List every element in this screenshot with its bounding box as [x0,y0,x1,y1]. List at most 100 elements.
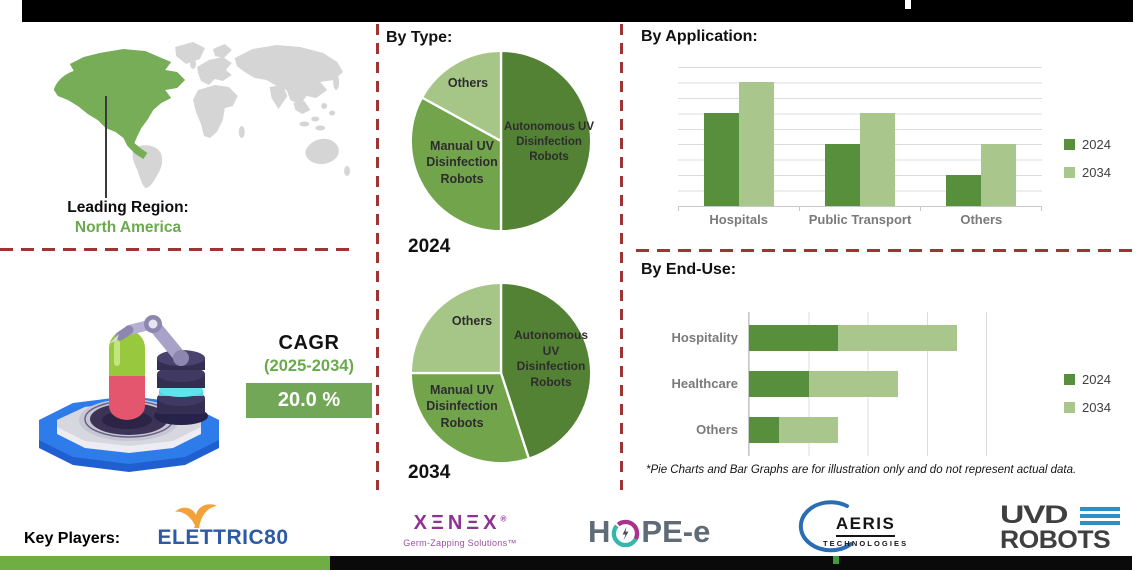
pie-slice [420,49,503,143]
uvd-robots-wordmark: ROBOTS [1000,526,1111,554]
legend-label: 2024 [1082,137,1111,152]
legend-label: 2024 [1082,372,1111,387]
legend-item: 2034 [1064,165,1111,180]
legend-label: 2034 [1082,165,1111,180]
hope-e-wordmark-left: H [588,514,611,549]
map-uk [190,59,197,69]
map-africa [193,85,238,138]
pie-slice [409,96,503,233]
xenex-wordmark: XΞNΞX® [413,512,507,534]
bar [981,144,1017,206]
map-pointer-line [105,96,107,198]
application-category-labels: Hospitals Public Transport Others [678,212,1042,227]
bar-group [921,67,1042,206]
application-column-chart [678,67,1042,211]
category-label: Others [696,422,738,437]
legend-item: 2034 [1064,400,1111,415]
disclaimer-footnote: *Pie Charts and Bar Graphs are for illus… [646,464,1077,476]
map-asia [234,45,344,105]
robot-illustration [39,315,219,472]
pie-slice-label-autonomous: Autonomous UV Disinfection Robots [503,121,595,163]
logo-uvd-robots: UVD ROBOTS [1000,503,1132,553]
pie-chart-by-type-2034: Others Autonomous UV Disinfection Robots… [408,280,594,466]
category-label: Hospitals [709,212,768,227]
hope-e-wordmark-right: PE-e [641,514,711,549]
cagr-label: CAGR [278,332,340,354]
enduse-category-labels: Hospitality Healthcare Others [598,312,738,456]
category-label: Hospitality [671,330,738,345]
bar-segment [838,325,958,351]
pie-chart-by-type-2024: Others Autonomous UV Disinfection Robots… [408,48,594,234]
pie-slice-label-manual: Manual UV Disinfection Robots [426,139,498,186]
pie-year-2024: 2024 [408,236,451,257]
divider-dashed-vertical-1 [376,24,379,490]
pie-slice-label-others: Others [447,76,489,90]
pie-slice-label-manual: Manual UV Disinfection Robots [426,383,498,430]
pie-slice-label-autonomous: Autonomous UV Disinfection Robots [514,328,588,389]
enduse-stacked-bar-chart [748,312,987,456]
bar-segment [808,371,898,397]
aeris-wordmark: AERIS TECHNOLOGIES [823,514,909,548]
divider-dashed-right [636,249,1138,252]
bar-group [799,67,920,206]
legend-swatch [1064,167,1075,178]
bar-segment [749,417,779,443]
map-new-zealand [344,166,351,176]
pie-year-2034: 2034 [408,462,451,483]
pie-slice [499,49,593,233]
map-greenland [175,42,205,64]
map-se-asia [293,101,311,114]
leading-region-label: Leading Region: [67,199,189,216]
bar [859,113,895,206]
section-title-by-type: By Type: [386,29,453,46]
title-bar-text-fragment [905,0,911,9]
stacked-bar-row [749,417,987,443]
hope-e-swirl-icon [612,519,640,547]
pie-slice [409,371,531,465]
pie-slice [409,281,503,375]
bar-segment [749,371,809,397]
pie-slice-label-others: Others [451,314,493,328]
category-label: Others [960,212,1003,227]
divider-dashed-vertical-2 [620,24,623,490]
category-label: Healthcare [671,376,738,391]
bar-segment [749,325,839,351]
aeris-swoosh-icon [798,500,853,553]
legend-item: 2024 [1064,372,1111,387]
bar-group [678,67,799,206]
key-players-label: Key Players: [24,530,121,547]
map-madagascar [238,126,245,138]
section-title-by-application: By Application: [641,28,758,45]
bar [824,144,860,206]
cagr-value-badge: 20.0 % [246,383,372,418]
legend-swatch [1064,402,1075,413]
uvd-bars-icon [1079,507,1120,525]
bottom-green-tick [833,556,839,564]
map-india [269,85,288,109]
stacked-bar-row [749,325,987,351]
legend-item: 2024 [1064,137,1111,152]
elettric80-bird-icon [175,504,217,528]
bar [703,113,739,206]
logo-elettric80: ELETTRIC80 [133,502,313,550]
logo-hope-e: H PE-e [588,514,710,550]
legend-swatch [1064,374,1075,385]
bar-segment [778,417,839,443]
world-map [53,42,351,188]
category-label: Public Transport [808,212,912,227]
application-legend: 2024 2034 [1064,137,1111,180]
xenex-tagline: Germ-Zapping Solutions™ [403,538,517,548]
bar [738,82,774,206]
map-europe [197,57,232,85]
bottom-green-bar [0,556,330,570]
leading-region: Leading Region: North America [28,198,228,238]
cagr-period: (2025-2034) [264,357,354,375]
legend-label: 2034 [1082,400,1111,415]
stacked-bar-row [749,371,987,397]
map-australia [305,138,339,165]
legend-swatch [1064,139,1075,150]
cagr-block: CAGR (2025-2034) 20.0 % [246,332,372,418]
map-north-america [53,49,186,159]
divider-dashed-left [0,248,356,251]
